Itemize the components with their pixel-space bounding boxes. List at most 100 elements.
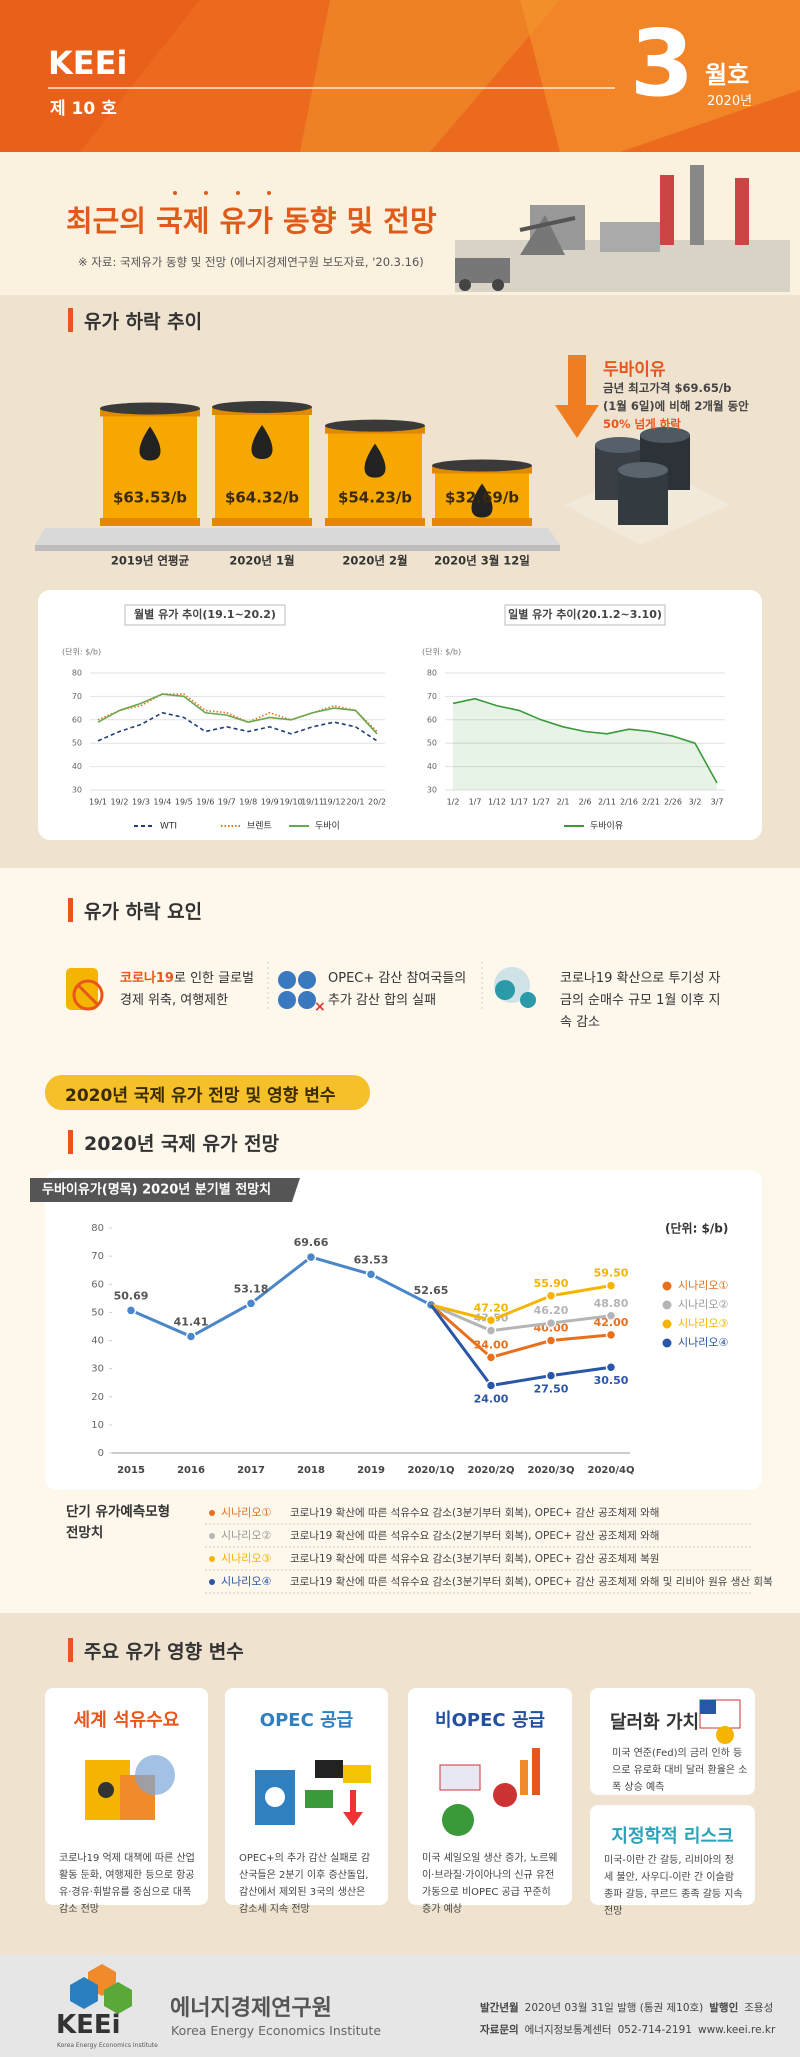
factor-icon — [494, 967, 536, 1008]
x-tick-label: 2020/4Q — [588, 1465, 635, 1476]
y-tick-label: 50 — [72, 739, 82, 748]
page-title: 최근의 국제 유가 동향 및 전망 — [66, 204, 437, 238]
footer-contact: 에너지정보통계센터 — [524, 2024, 612, 2036]
legend-swatch — [662, 1338, 672, 1348]
x-tick-label: 19/8 — [239, 798, 257, 807]
category-label: 2019년 연평균 — [111, 554, 190, 568]
heading-bar — [68, 898, 73, 922]
point — [305, 1251, 317, 1263]
note-line: 금년 최고가격 $69.65/b — [603, 381, 732, 395]
card-text: 미국-이란 간 갈등, 리비아의 정세 불안, 사우디-이란 간 이슬람 종파 … — [604, 1855, 743, 1917]
title-dots — [173, 191, 271, 195]
scenario-name: 시나리오② — [221, 1529, 271, 1542]
series-line — [97, 711, 378, 742]
x-tick-label: 19/7 — [218, 798, 236, 807]
card-icon — [439, 1748, 540, 1836]
barrel-rim — [100, 518, 200, 526]
x-tick-label: 2018 — [297, 1465, 325, 1476]
y-tick-label: 60 — [427, 715, 437, 724]
y-tick-label: 40 — [427, 762, 437, 771]
unit-label: (단위: $/b) — [665, 1221, 728, 1236]
y-tick-label: 40 — [91, 1336, 104, 1347]
data-label: 42.00 — [594, 1316, 629, 1329]
footer-date-label: 발간년월 — [480, 2002, 519, 2014]
x-tick-label: 19/3 — [132, 798, 150, 807]
data-label: 63.53 — [354, 1253, 389, 1266]
legend-label: 시나리오② — [678, 1298, 728, 1311]
y-tick-label: 50 — [91, 1307, 104, 1318]
footer-contact-label: 자료문의 — [480, 2024, 519, 2036]
note-title: 두바이유 — [603, 360, 666, 380]
data-label: 47.20 — [474, 1301, 509, 1314]
data-label: 50.69 — [114, 1289, 149, 1302]
factor-icon: × — [278, 971, 326, 1015]
factor-body: 코로나19 확산으로 투기성 자금의 순매수 규모 1월 이후 지속 감소 — [560, 971, 721, 1030]
org-name-en: Korea Energy Economics Institute — [171, 2023, 382, 2038]
x-tick-label: 3/2 — [689, 798, 702, 807]
chart-title: 월별 유가 추이(19.1~20.2) — [134, 607, 276, 621]
series-area — [453, 698, 717, 790]
scenario-desc: 코로나19 확산에 따른 석유수요 감소(3분기부터 회복), OPEC+ 감산… — [290, 1575, 773, 1588]
year: 2020년 — [707, 94, 753, 109]
chart-title: 두바이유가(명목) 2020년 분기별 전망치 — [42, 1182, 271, 1198]
x-tick-label: 2016 — [177, 1465, 205, 1476]
y-tick-label: 80 — [91, 1223, 104, 1234]
footer-web: www.keei.re.kr — [697, 2024, 776, 2036]
factor-icon — [66, 968, 104, 1011]
y-tick-label: 80 — [427, 669, 437, 678]
chart-card — [45, 1170, 762, 1490]
series-line — [452, 697, 718, 784]
value-label: $54.23/b — [338, 489, 412, 507]
series-line — [430, 1284, 612, 1322]
data-label: 52.65 — [414, 1284, 449, 1297]
chart-title-box — [124, 604, 286, 626]
x-tick-label: 2020/2Q — [468, 1465, 515, 1476]
unit-label: (단위: $/b) — [62, 647, 101, 657]
y-tick-label: 20 — [91, 1392, 104, 1403]
chart-title-box — [504, 604, 666, 626]
y-tick-label: 70 — [427, 692, 437, 701]
legend-swatch — [662, 1319, 672, 1329]
heading-bar — [68, 308, 73, 332]
banner — [45, 1075, 370, 1110]
x-tick-label: 1/2 — [447, 798, 460, 807]
series-line — [97, 693, 378, 733]
data-label: 69.66 — [294, 1236, 329, 1249]
footer-date: 2020년 03월 31일 발행 (통권 제10호) — [524, 2002, 704, 2014]
series-line — [430, 1303, 612, 1360]
x-tick-label: 2/21 — [642, 798, 660, 807]
legend-label: 브렌트 — [247, 821, 272, 832]
data-label: 27.50 — [534, 1383, 569, 1396]
x-tick-label: 20/2 — [368, 798, 386, 807]
card-icon — [699, 1699, 741, 1744]
heading-bar — [68, 1638, 73, 1662]
header-shape — [300, 0, 560, 152]
card-text: 미국 연준(Fed)의 금리 인하 등으로 유로화 대비 달러 환율은 소폭 상… — [612, 1748, 748, 1793]
point — [365, 1269, 377, 1280]
card-text: OPEC+의 추가 감산 실패로 감산국들은 2분기 이후 증산돌입, 감산에서… — [239, 1853, 371, 1915]
series-line — [429, 1304, 612, 1388]
footer-bg — [0, 1955, 800, 2057]
source: ※ 자료: 국제유가 동향 및 전망 (에너지경제연구원 보도자료, '20.3… — [78, 255, 424, 269]
card-icon — [255, 1760, 371, 1826]
barrel-lid — [325, 419, 425, 432]
y-tick-label: 0 — [98, 1448, 104, 1459]
x-tick-label: 19/1 — [89, 798, 107, 807]
oil-drop — [471, 483, 493, 518]
table-heading: 단기 유가예측모형 전망치 — [66, 1504, 171, 1541]
scenario-desc: 코로나19 확산에 따른 석유수요 감소(3분기부터 회복), OPEC+ 감산… — [290, 1506, 659, 1519]
y-tick-label: 60 — [72, 715, 82, 724]
x-tick-label: 2/1 — [557, 798, 570, 807]
point — [185, 1331, 197, 1342]
x-tick-label: 1/17 — [510, 798, 528, 807]
header-shape — [520, 0, 800, 152]
barrel-rim — [212, 518, 312, 526]
footer-info: 발간년월 2020년 03월 31일 발행 (통권 제10호) 발행인 조용성 — [480, 2000, 779, 2015]
data-label: 55.90 — [534, 1277, 569, 1290]
x-tick-label: 2/6 — [579, 798, 592, 807]
card-title: 지정학적 리스크 — [611, 1826, 734, 1847]
section-heading: 주요 유가 영향 변수 — [84, 1641, 244, 1663]
y-tick-label: 70 — [72, 692, 82, 701]
scenario-dot — [209, 1579, 215, 1585]
factor-body: OPEC+ 감산 참여국들의 추가 감산 합의 실패 — [328, 971, 467, 1008]
